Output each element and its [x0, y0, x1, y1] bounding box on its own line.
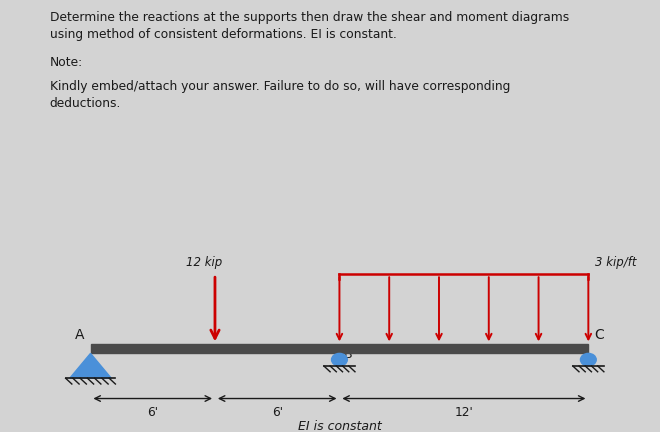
Text: using method of consistent deformations. EI is constant.: using method of consistent deformations.… [50, 28, 397, 41]
Text: A: A [75, 328, 84, 342]
Circle shape [331, 353, 347, 366]
Text: Note:: Note: [50, 56, 82, 69]
Bar [90, 344, 588, 353]
Text: 3 kip/ft: 3 kip/ft [595, 256, 636, 270]
Text: 12': 12' [455, 406, 473, 419]
Text: C: C [595, 328, 605, 342]
Text: 12 kip: 12 kip [187, 256, 222, 270]
Text: Determine the reactions at the supports then draw the shear and moment diagrams: Determine the reactions at the supports … [50, 11, 569, 24]
Polygon shape [70, 353, 112, 378]
Text: deductions.: deductions. [50, 97, 121, 110]
Text: EI is constant: EI is constant [298, 420, 381, 432]
Text: 6': 6' [272, 406, 282, 419]
Text: 6': 6' [147, 406, 158, 419]
Text: Kindly embed/attach your answer. Failure to do so, will have corresponding: Kindly embed/attach your answer. Failure… [50, 80, 510, 93]
Text: B: B [344, 348, 352, 361]
Circle shape [580, 353, 596, 366]
